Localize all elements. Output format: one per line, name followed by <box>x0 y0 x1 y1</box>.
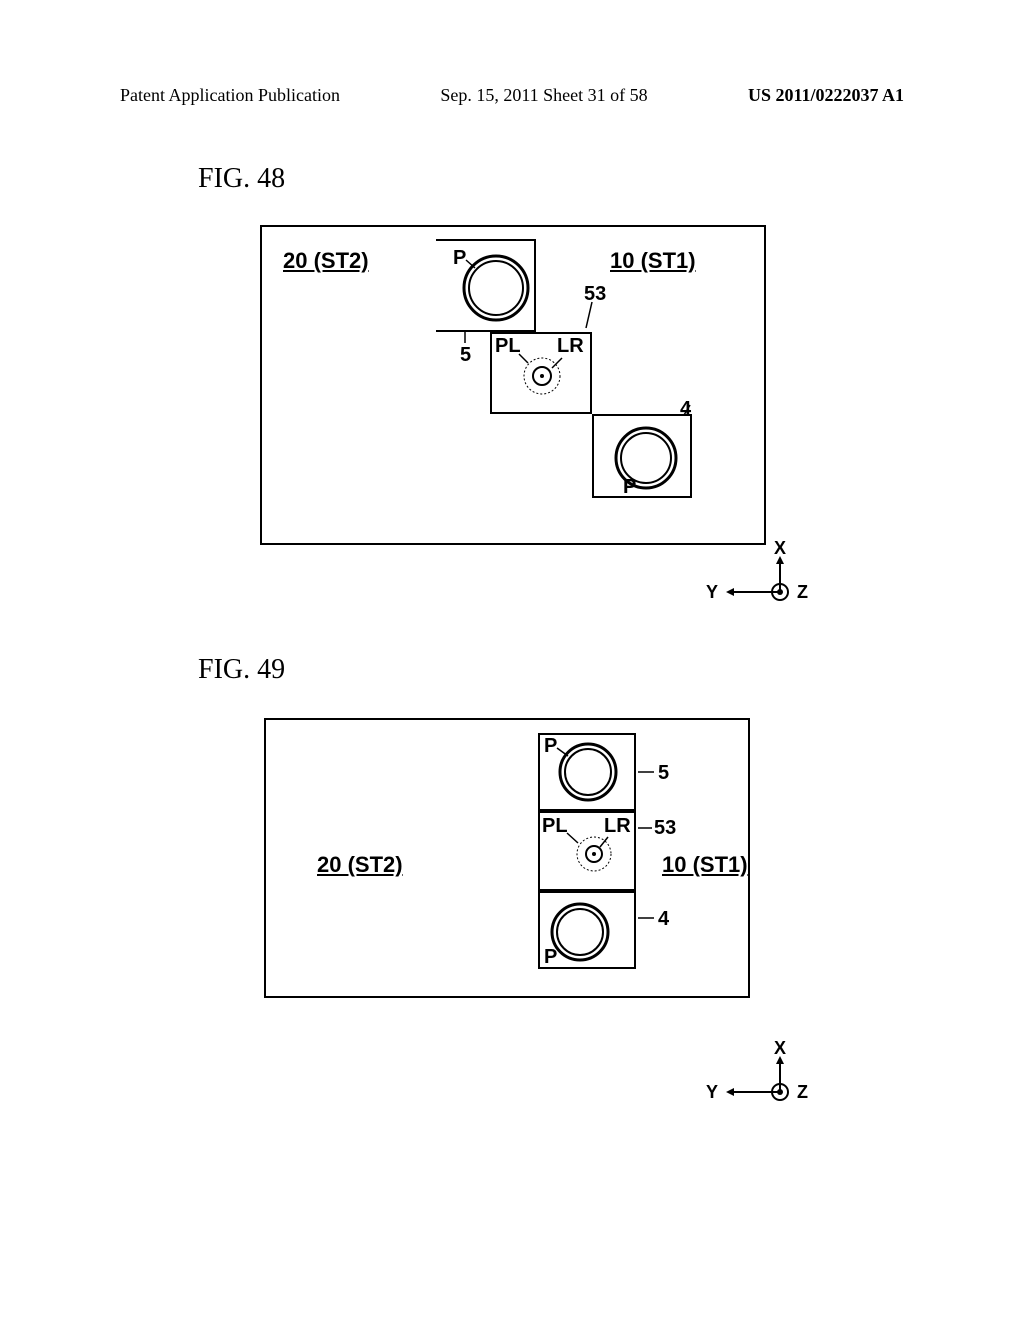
fig49-axis-y: Y <box>706 1082 718 1103</box>
fig49-axis-z: Z <box>797 1082 808 1103</box>
fig49-axis-x: X <box>774 1038 786 1059</box>
fig49-leaders <box>0 0 1024 1100</box>
